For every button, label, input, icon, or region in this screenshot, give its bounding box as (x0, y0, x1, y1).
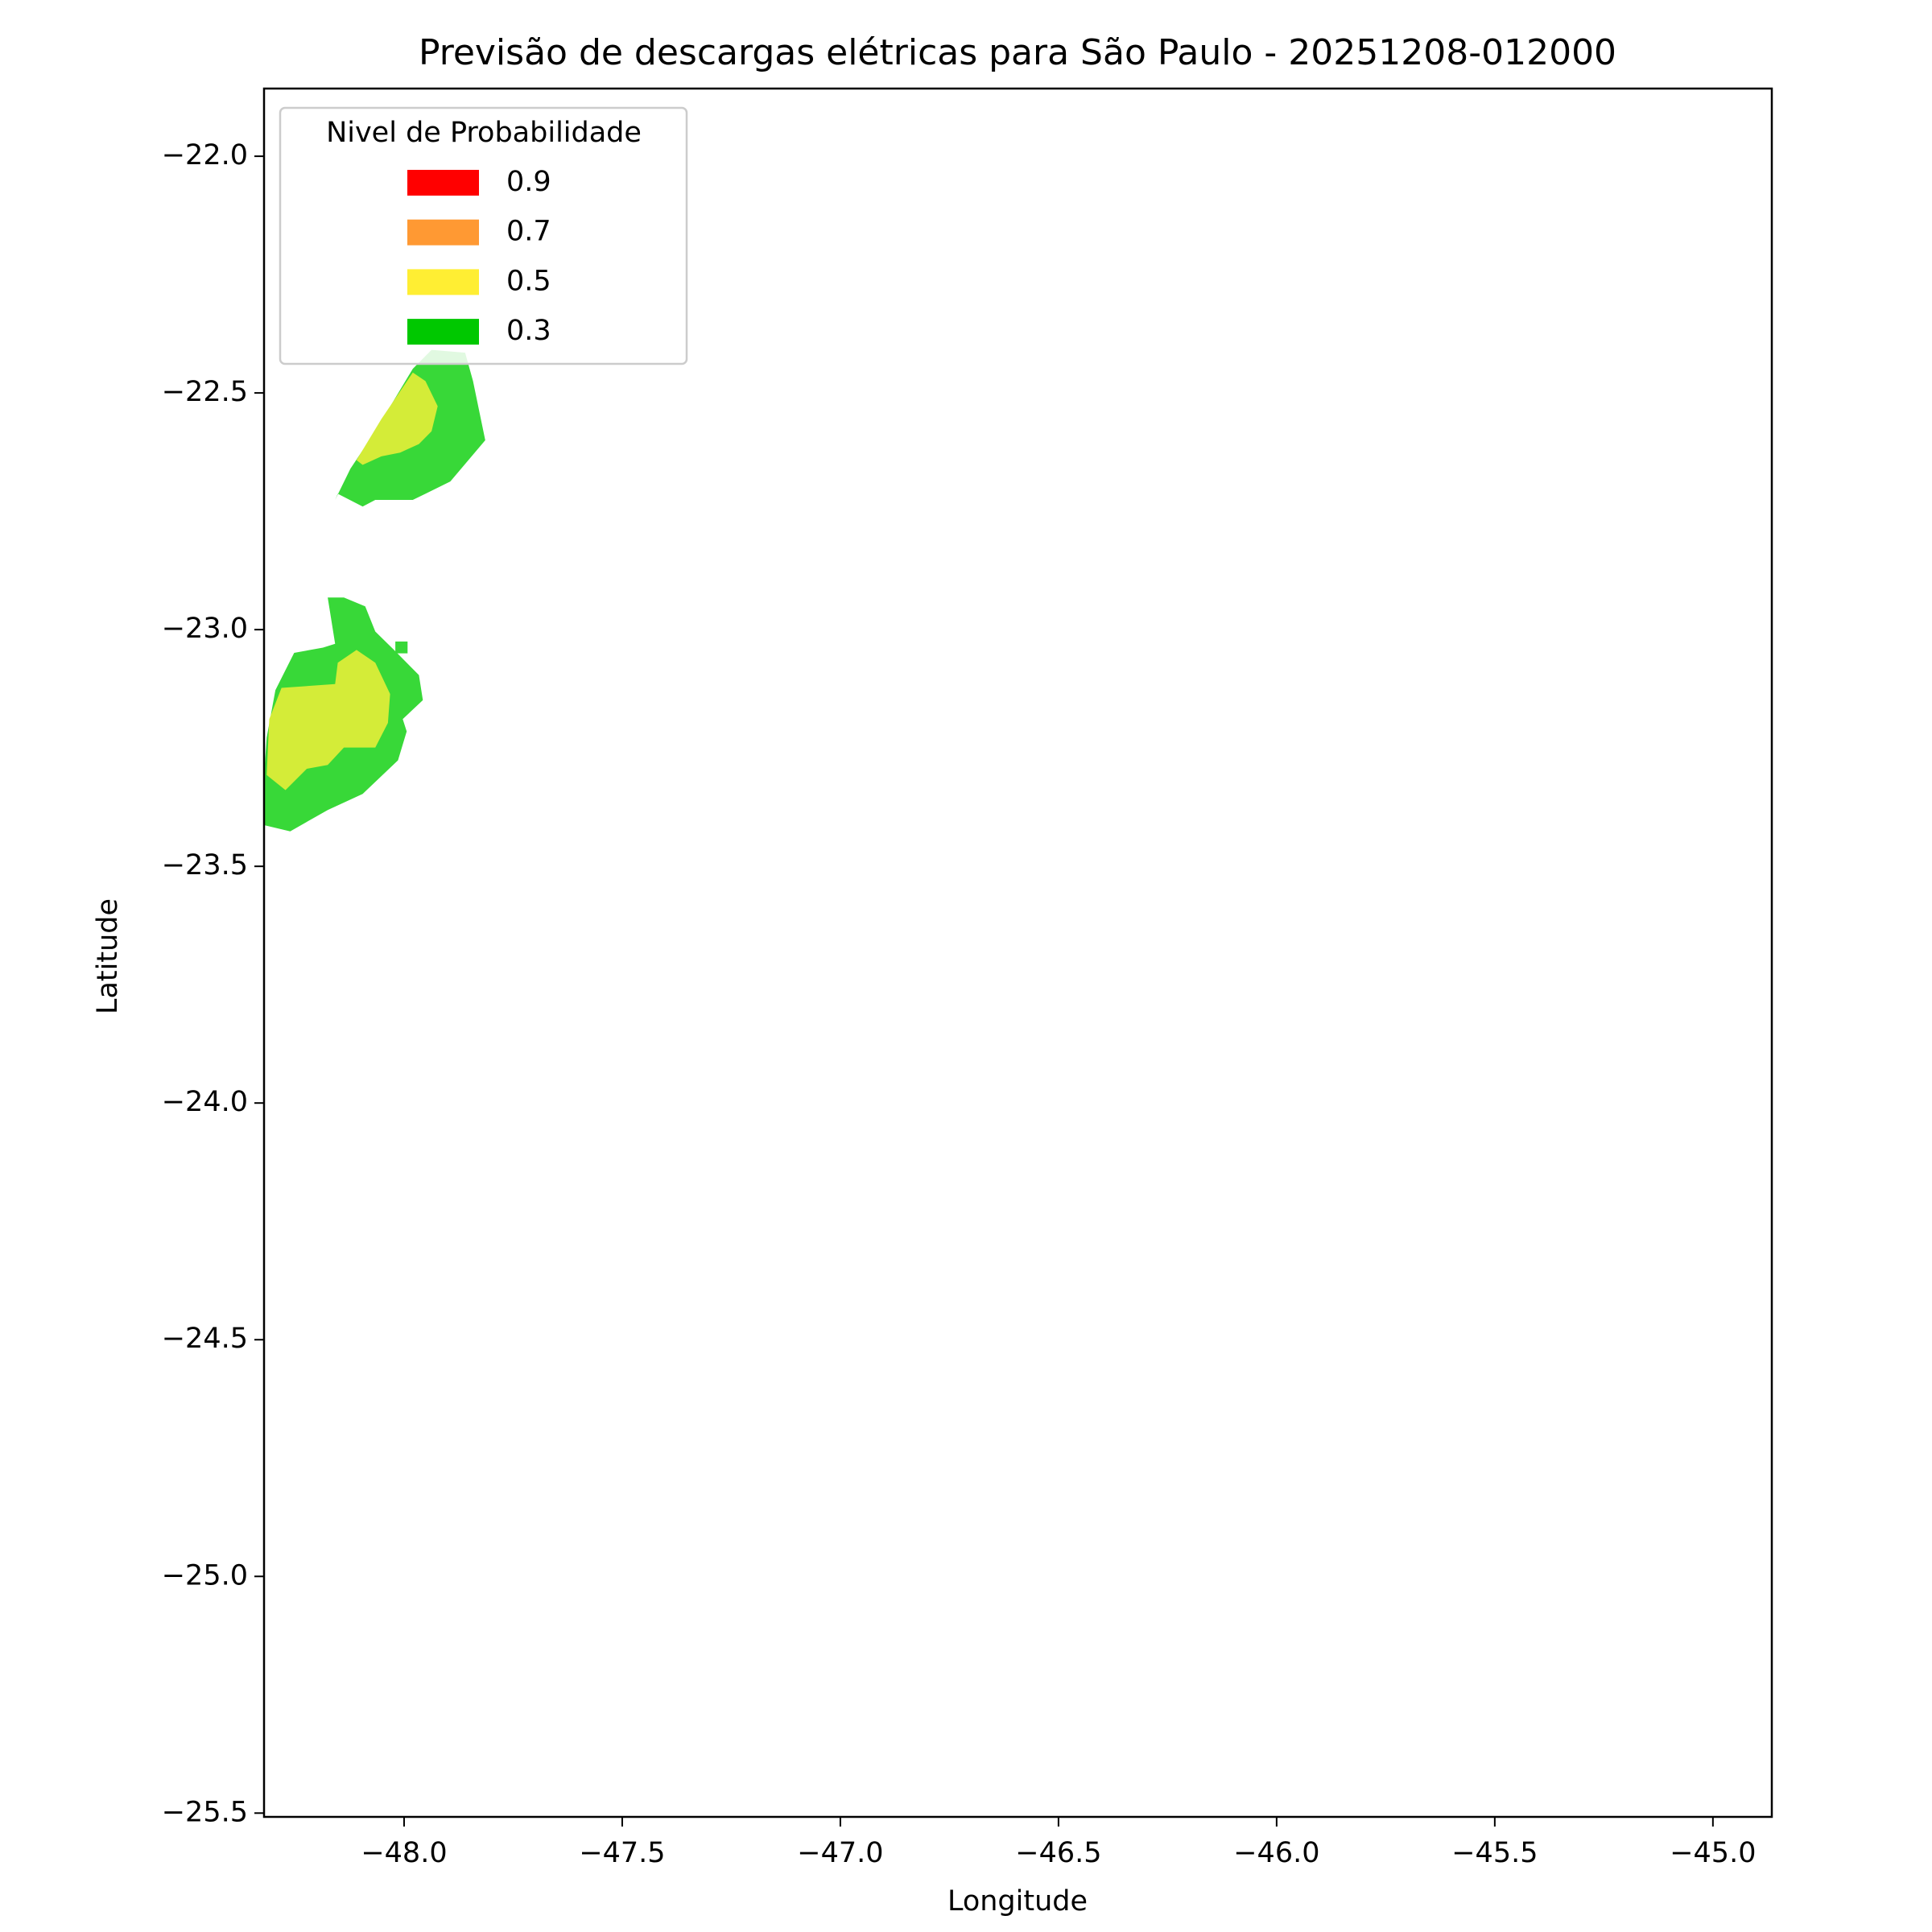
y-tick-label: −25.0 (162, 1559, 248, 1591)
contour-region (266, 650, 390, 791)
legend-swatch (407, 170, 479, 196)
legend-swatch (407, 269, 479, 295)
x-tick-label: −45.5 (1451, 1837, 1538, 1869)
plot-frame (262, 87, 1773, 1818)
y-tick-label: −23.0 (162, 613, 248, 645)
y-tick-label: −22.5 (162, 376, 248, 408)
y-tick-label: −24.5 (162, 1323, 248, 1355)
y-axis-label: Latitude (92, 898, 124, 1014)
chart-title: Previsão de descargas elétricas para São… (419, 32, 1616, 73)
x-tick-label: −46.5 (1015, 1837, 1101, 1869)
x-tick-label: −47.0 (797, 1837, 883, 1869)
legend-title: Nivel de Probabilidade (326, 117, 642, 149)
y-tick-label: −23.5 (162, 849, 248, 881)
x-axis-label: Longitude (947, 1885, 1088, 1918)
x-tick-label: −47.5 (579, 1837, 665, 1869)
legend-label: 0.3 (506, 315, 551, 347)
y-tick-label: −22.0 (162, 139, 248, 171)
x-tick-label: −46.0 (1233, 1837, 1319, 1869)
x-tick-label: −48.0 (361, 1837, 447, 1869)
y-tick-label: −24.0 (162, 1086, 248, 1118)
legend-label: 0.7 (506, 216, 551, 248)
legend-label: 0.5 (506, 265, 551, 297)
legend-label: 0.9 (506, 166, 551, 198)
y-tick-label: −25.5 (162, 1796, 248, 1828)
x-tick-label: −45.0 (1670, 1837, 1756, 1869)
legend-swatch (407, 219, 479, 246)
legend-box (279, 106, 688, 365)
legend-swatch (407, 319, 479, 345)
contour-region (356, 372, 438, 465)
contour-region (395, 641, 408, 654)
contour-layer (264, 349, 485, 832)
